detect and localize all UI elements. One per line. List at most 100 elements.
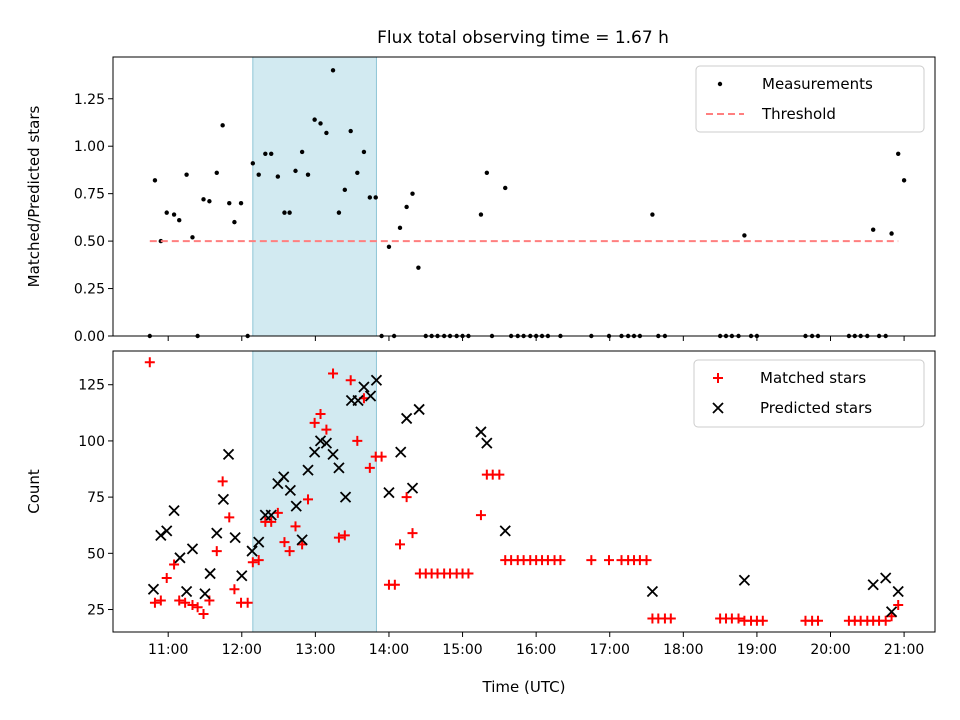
dot-point: [342, 187, 348, 193]
dot-point: [214, 170, 219, 175]
cross-point: [155, 529, 167, 541]
x-tick-label: 18:00: [663, 642, 703, 658]
plus-point: [242, 597, 253, 608]
counts-series-matched-stars: [144, 357, 904, 626]
plus-point: [812, 615, 823, 626]
dot-point: [336, 210, 342, 215]
cross-point: [646, 585, 659, 598]
ratio-frame: [112, 56, 936, 337]
dot-point: [171, 212, 177, 217]
dot-point: [238, 200, 244, 206]
cross-point: [481, 437, 493, 449]
plus-point: [155, 595, 166, 606]
cross-point: [327, 448, 339, 461]
dot-point: [287, 210, 292, 215]
dot-point: [896, 151, 901, 156]
plus-point: [224, 512, 235, 523]
x-tick-label: 20:00: [810, 642, 850, 658]
plus-point: [494, 469, 505, 480]
plus-point: [211, 546, 222, 557]
legend-label: Matched stars: [760, 369, 866, 387]
plus-point: [217, 476, 228, 487]
cross-point: [320, 437, 333, 449]
plus-point: [333, 532, 344, 543]
y-tick-label: 0.25: [74, 282, 105, 298]
dot-point: [361, 149, 367, 155]
y-tick-label: 1.25: [74, 92, 105, 108]
cross-point: [161, 525, 173, 537]
dot-point: [256, 172, 261, 177]
dot-point: [889, 231, 894, 236]
x-tick-label: 12:00: [222, 642, 262, 658]
cross-point: [738, 574, 751, 586]
cross-point: [867, 579, 879, 591]
dot-point: [410, 191, 415, 196]
cross-point: [395, 446, 407, 458]
legend-marker: [712, 402, 724, 414]
plus-point: [641, 555, 652, 566]
plus-point: [149, 597, 160, 608]
cross-point: [217, 493, 230, 506]
cross-point: [364, 390, 377, 402]
x-tick-label: 17:00: [590, 642, 630, 658]
x-tick-label: 11:00: [148, 642, 188, 658]
counts-legend: Matched stars Predicted stars: [693, 359, 925, 428]
legend-marker: [717, 81, 723, 87]
plus-point: [309, 417, 320, 428]
dot-point: [293, 168, 298, 174]
dot-point: [269, 151, 274, 156]
plus-point: [555, 555, 566, 566]
legend-label: Predicted stars: [760, 399, 872, 417]
dot-point: [318, 121, 323, 126]
plus-point: [364, 462, 375, 473]
plus-point: [247, 557, 258, 568]
plus-point: [586, 555, 597, 566]
dot-point: [348, 128, 353, 134]
dot-point: [386, 244, 392, 249]
y-tick-label: 100: [78, 434, 105, 450]
cross-point: [406, 482, 419, 494]
plus-point: [303, 494, 314, 505]
cross-point: [339, 491, 352, 503]
plus-point: [161, 573, 172, 584]
cross-point: [352, 394, 364, 407]
cross-point: [314, 435, 327, 447]
dot-point: [367, 195, 373, 200]
plus-point: [328, 368, 339, 379]
counts-axes: 25 50 75 100 125 11:00 12:00 13:00 14:00 15:00 16:…: [25, 350, 936, 696]
cross-point: [290, 500, 302, 512]
plus-point: [187, 600, 198, 611]
cross-point: [168, 504, 180, 517]
ratio-legend: Measurements Threshold: [695, 65, 925, 133]
y-tick-label: 125: [78, 378, 105, 394]
plus-point: [339, 530, 350, 541]
ratio-axes: 0.00 0.25 0.50 0.75 1.00 1.25 Matched/Predicte…: [25, 56, 936, 345]
dot-point: [742, 233, 747, 238]
dot-point: [282, 210, 287, 215]
cross-point: [309, 446, 321, 458]
y-tick-label: 50: [87, 546, 105, 562]
legend-label: Measurements: [762, 75, 873, 93]
cross-point: [499, 525, 511, 537]
dot-point: [275, 174, 281, 179]
y-tick-label: 0.75: [74, 187, 105, 203]
counts-highlight-span: [252, 350, 377, 633]
dot-point: [373, 195, 378, 200]
counts-frame: [112, 350, 936, 633]
plus-point: [401, 492, 412, 503]
plus-point: [144, 357, 155, 368]
dot-point: [190, 235, 195, 240]
dot-point: [416, 265, 421, 270]
cross-point: [174, 552, 186, 564]
dot-point: [184, 172, 189, 177]
plus-point: [757, 615, 768, 626]
plus-point: [407, 528, 418, 539]
cross-point: [229, 531, 241, 544]
cross-point: [333, 462, 345, 474]
plus-point: [192, 602, 203, 613]
y-tick-label: 1.00: [74, 139, 105, 155]
dot-point: [177, 218, 182, 223]
plus-point: [321, 424, 332, 435]
dot-point: [152, 178, 158, 183]
plus-point: [665, 613, 676, 624]
